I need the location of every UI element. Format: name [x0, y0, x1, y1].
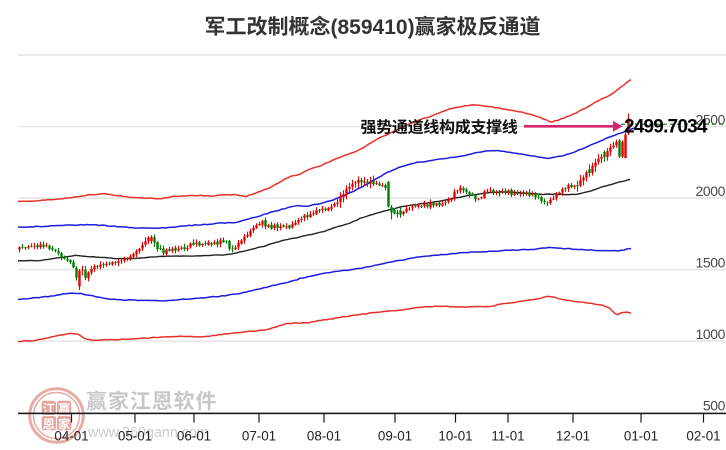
svg-text:500: 500: [703, 397, 726, 413]
svg-text:01-01: 01-01: [624, 429, 658, 444]
svg-text:2499.7034: 2499.7034: [624, 117, 708, 138]
svg-text:2500: 2500: [695, 111, 725, 127]
svg-text:12-01: 12-01: [556, 429, 590, 444]
svg-text:07-01: 07-01: [242, 429, 276, 444]
svg-text:08-01: 08-01: [307, 429, 341, 444]
svg-text:2000: 2000: [695, 183, 725, 199]
svg-text:06-01: 06-01: [177, 429, 211, 444]
svg-text:(859410): (859410): [331, 16, 415, 39]
svg-text:05-01: 05-01: [118, 429, 152, 444]
svg-text:1000: 1000: [695, 326, 725, 342]
svg-text:11-01: 11-01: [491, 429, 524, 444]
svg-text:04-01: 04-01: [54, 429, 88, 444]
svg-text:1500: 1500: [695, 254, 725, 270]
svg-text:09-01: 09-01: [378, 429, 412, 444]
svg-text:10-01: 10-01: [438, 429, 472, 444]
svg-text:02-01: 02-01: [686, 429, 720, 444]
svg-text:www.360gann.com: www.360gann.com: [87, 425, 209, 441]
